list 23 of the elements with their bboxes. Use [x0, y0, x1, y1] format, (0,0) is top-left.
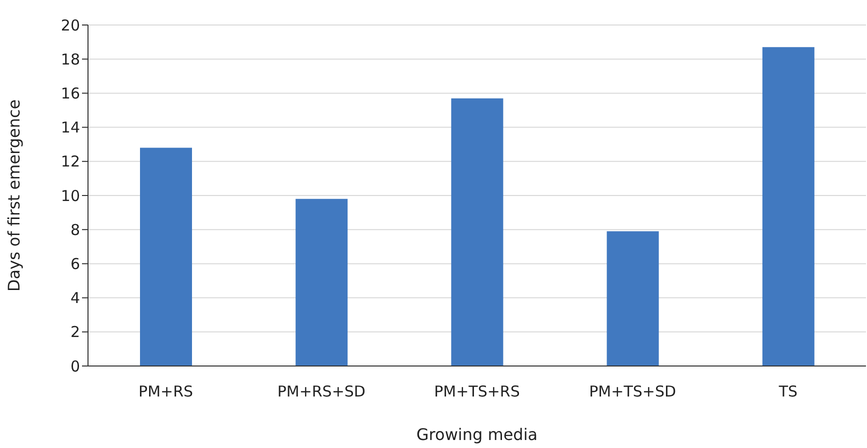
y-tick-label: 20	[60, 16, 80, 34]
y-axis-title: Days of first emergence	[4, 99, 24, 292]
y-tick-label: 8	[70, 220, 80, 239]
bar	[140, 148, 192, 366]
bar	[762, 47, 814, 366]
y-tick-label: 14	[60, 118, 80, 137]
bar	[606, 231, 659, 366]
y-tick-label: 4	[70, 289, 80, 308]
bar	[296, 198, 348, 366]
x-axis-title: Growing media	[416, 425, 538, 444]
y-tick-label: 6	[70, 255, 80, 274]
x-tick-label: PM+TS+RS	[434, 382, 520, 401]
x-tick-label: TS	[778, 382, 798, 401]
y-tick-label: 12	[60, 152, 80, 171]
y-tick-label: 18	[60, 50, 80, 68]
y-tick-label: 16	[60, 84, 80, 103]
x-tick-label: PM+RS	[138, 382, 194, 401]
y-tick-label: 10	[60, 186, 80, 205]
x-tick-label: PM+TS+SD	[589, 382, 676, 401]
y-tick-label: 2	[70, 323, 80, 342]
x-tick-label: PM+RS+SD	[277, 382, 366, 401]
y-tick-label: 0	[70, 357, 80, 376]
bar	[451, 98, 504, 366]
